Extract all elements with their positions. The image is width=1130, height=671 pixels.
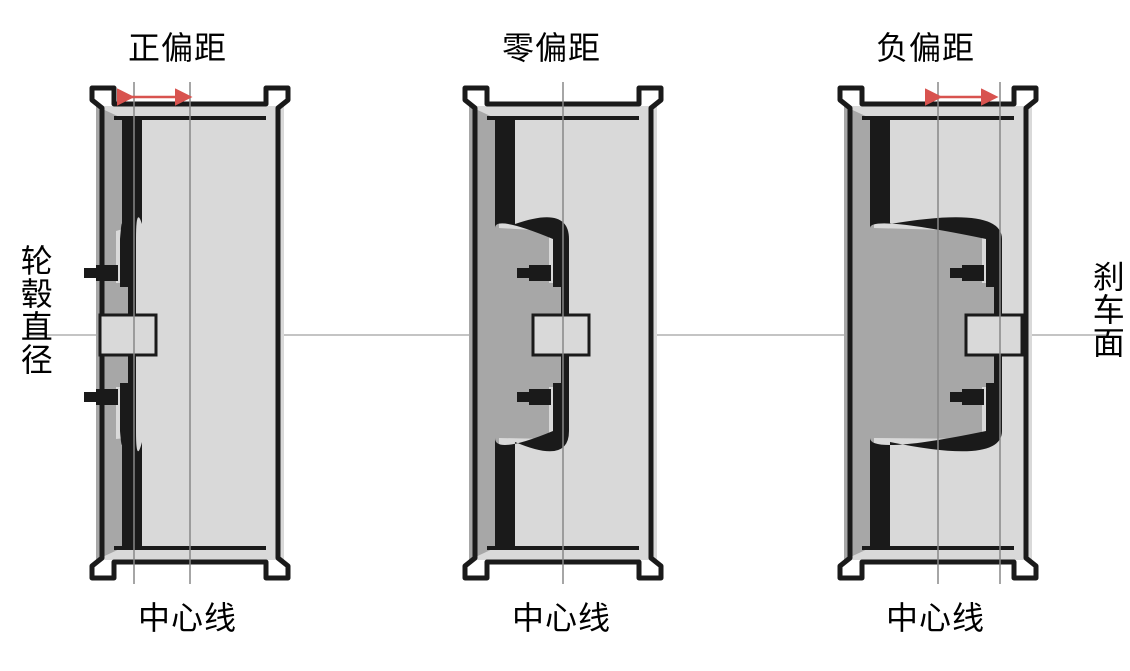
diagram-svg <box>0 0 1130 671</box>
centerline-label-positive: 中心线 <box>138 600 237 637</box>
title-positive: 正偏距 <box>128 30 227 67</box>
centerline-label-zero: 中心线 <box>512 600 611 637</box>
centerline-label-negative: 中心线 <box>886 600 985 637</box>
diagram-stage: 轮毂直径 刹车面 正偏距 零偏距 负偏距 中心线 中心线 中心线 <box>0 0 1130 671</box>
left-axis-label: 轮毂直径 <box>16 244 53 376</box>
title-zero: 零偏距 <box>502 30 601 67</box>
title-negative: 负偏距 <box>876 30 975 67</box>
right-axis-label: 刹车面 <box>1088 260 1125 359</box>
